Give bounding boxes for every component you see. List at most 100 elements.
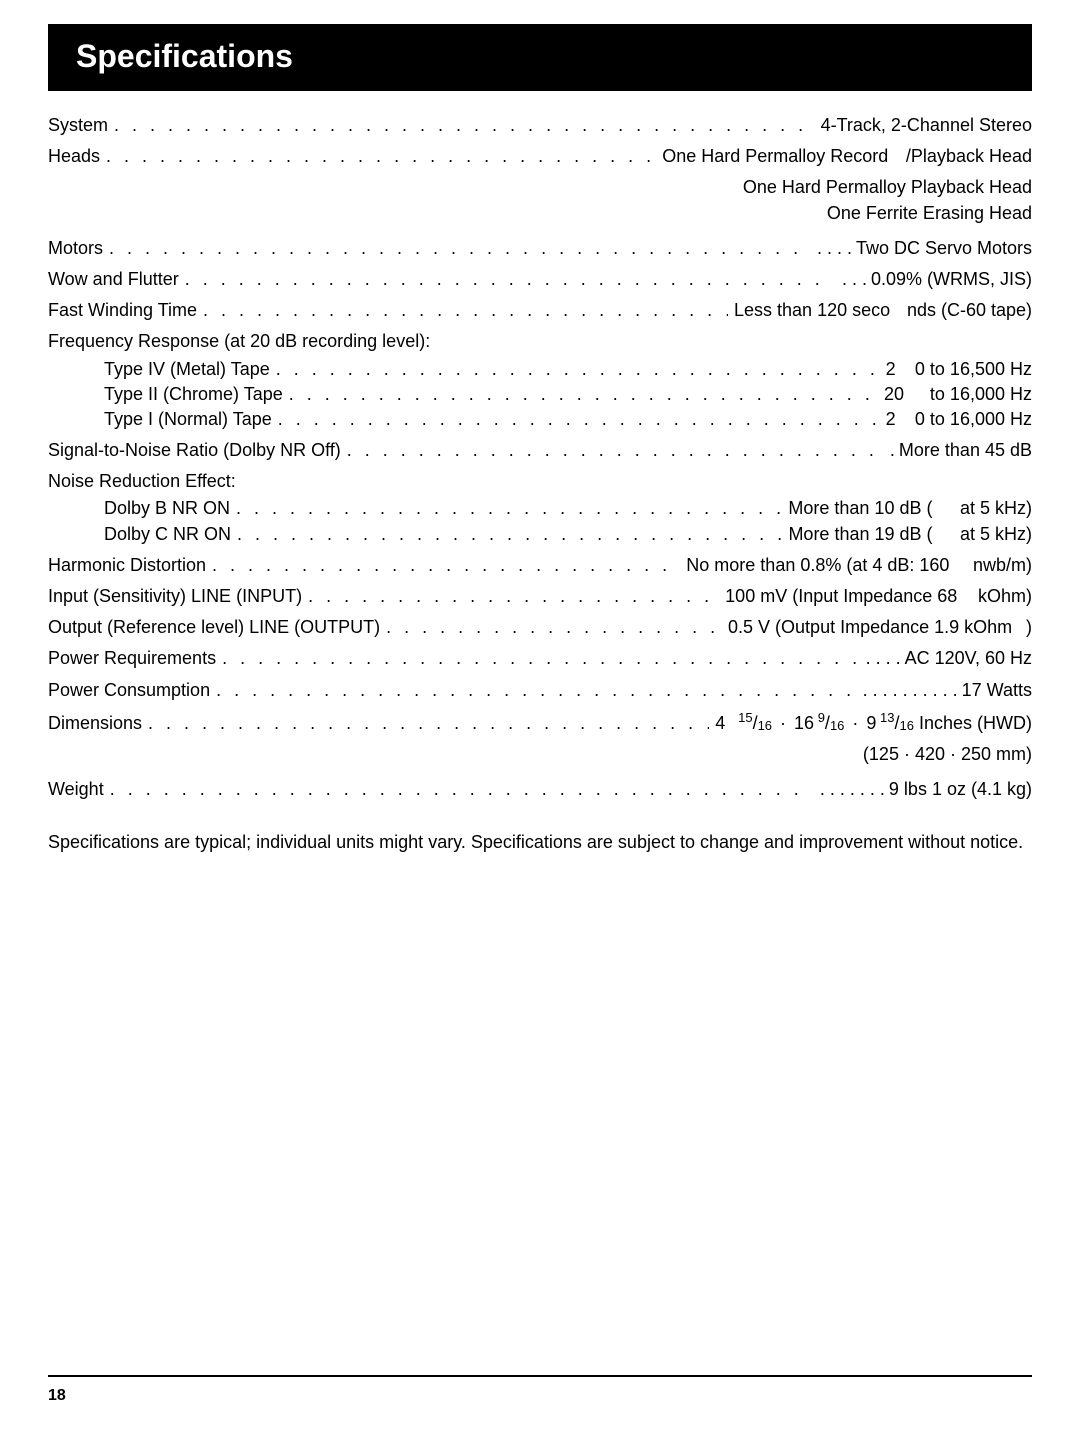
spec-subline: (125 · 420 · 250 mm) bbox=[48, 742, 1032, 767]
spec-value: One Hard Permalloy Record bbox=[662, 144, 888, 169]
spec-label: Heads bbox=[48, 144, 100, 169]
spec-value: AC 120V, 60 Hz bbox=[905, 646, 1032, 671]
spec-row-dimensions: Dimensions 4 15/16 · 16 9/16 · 9 13/16 I… bbox=[48, 709, 1032, 736]
spec-value-mid: More than 10 dB ( bbox=[788, 496, 932, 521]
spec-value: kOhm) bbox=[978, 584, 1032, 609]
spec-label: System bbox=[48, 113, 108, 138]
spec-value: to 16,000 Hz bbox=[930, 382, 1032, 407]
spec-subline: One Hard Permalloy Playback Head bbox=[48, 175, 1032, 200]
leader-dots bbox=[278, 407, 880, 432]
footnote: Specifications are typical; individual u… bbox=[48, 830, 1032, 854]
spec-label: Signal-to-Noise Ratio (Dolby NR Off) bbox=[48, 438, 341, 463]
dots-prefix: . bbox=[890, 438, 895, 463]
spec-subline: One Ferrite Erasing Head bbox=[48, 201, 1032, 226]
page: Specifications System 4-Track, 2-Channel… bbox=[0, 0, 1080, 1445]
leader-dots bbox=[386, 615, 722, 640]
spec-value: Two DC Servo Motors bbox=[856, 236, 1032, 261]
dots-prefix: . . . . bbox=[817, 236, 852, 261]
spec-value: /Playback Head bbox=[906, 144, 1032, 169]
title-bar: Specifications bbox=[48, 24, 1032, 91]
spec-label: Power Consumption bbox=[48, 678, 210, 703]
spec-label: Dimensions bbox=[48, 711, 142, 736]
spec-value: nwb/m) bbox=[973, 553, 1032, 578]
leader-dots bbox=[109, 236, 807, 261]
footer-rule bbox=[48, 1375, 1032, 1377]
leader-dots bbox=[276, 357, 880, 382]
dots-prefix: . . . . bbox=[866, 646, 901, 671]
spec-row-fastwind: Fast Winding Time Less than 120 seco nds… bbox=[48, 298, 1032, 323]
spec-value: at 5 kHz) bbox=[960, 496, 1032, 521]
spec-row-power-cons: Power Consumption . . . . . . . . . . 17… bbox=[48, 678, 1032, 703]
dots-prefix: . . . . . . . bbox=[820, 777, 885, 802]
leader-dots bbox=[114, 113, 815, 138]
spec-value-mid: No more than 0.8% (at 4 dB: 160 bbox=[686, 553, 949, 578]
specs-list: System 4-Track, 2-Channel Stereo Heads O… bbox=[48, 113, 1032, 802]
spec-subrow: Type IV (Metal) Tape 2 0 to 16,500 Hz bbox=[48, 357, 1032, 382]
spec-row-snr: Signal-to-Noise Ratio (Dolby NR Off) . M… bbox=[48, 438, 1032, 463]
page-number: 18 bbox=[48, 1387, 1032, 1405]
spec-subrow: Dolby C NR ON More than 19 dB ( at 5 kHz… bbox=[48, 522, 1032, 547]
leader-dots bbox=[347, 438, 880, 463]
spec-value: nds (C-60 tape) bbox=[907, 298, 1032, 323]
spec-subrow: Type I (Normal) Tape 2 0 to 16,000 Hz bbox=[48, 407, 1032, 432]
spec-value: 0 to 16,500 Hz bbox=[915, 357, 1032, 382]
spec-label: Wow and Flutter bbox=[48, 267, 179, 292]
leader-dots bbox=[216, 678, 853, 703]
spec-label: Power Requirements bbox=[48, 646, 216, 671]
spec-row-output: Output (Reference level) LINE (OUTPUT) 0… bbox=[48, 615, 1032, 640]
spec-row-hd: Harmonic Distortion No more than 0.8% (a… bbox=[48, 553, 1032, 578]
spec-value: 0.09% (WRMS, JIS) bbox=[871, 267, 1032, 292]
spec-value: 0 to 16,000 Hz bbox=[915, 407, 1032, 432]
leader-dots bbox=[185, 267, 832, 292]
spec-label: Type IV (Metal) Tape bbox=[104, 357, 270, 382]
spec-value-mid: More than 19 dB ( bbox=[788, 522, 932, 547]
spec-label: Type II (Chrome) Tape bbox=[104, 382, 283, 407]
leader-dots bbox=[237, 522, 782, 547]
spec-value: 17 Watts bbox=[962, 678, 1032, 703]
spec-label: Weight bbox=[48, 777, 104, 802]
spec-row-weight: Weight . . . . . . . 9 lbs 1 oz (4.1 kg) bbox=[48, 777, 1032, 802]
dots-prefix: . . . . . . . . . . bbox=[863, 678, 958, 703]
spec-row-wow: Wow and Flutter . . . 0.09% (WRMS, JIS) bbox=[48, 267, 1032, 292]
spec-label: Dolby B NR ON bbox=[104, 496, 230, 521]
spec-value: at 5 kHz) bbox=[960, 522, 1032, 547]
spec-value-mid: 2 bbox=[886, 357, 896, 382]
spec-row-input: Input (Sensitivity) LINE (INPUT) 100 mV … bbox=[48, 584, 1032, 609]
leader-dots bbox=[212, 553, 680, 578]
spec-value-mid: 2 bbox=[886, 407, 896, 432]
leader-dots bbox=[203, 298, 728, 323]
spec-value-mid: Less than 120 seco bbox=[734, 298, 890, 323]
spec-row-heads: Heads One Hard Permalloy Record /Playbac… bbox=[48, 144, 1032, 169]
leader-dots bbox=[308, 584, 719, 609]
spec-value: 9 lbs 1 oz (4.1 kg) bbox=[889, 777, 1032, 802]
spec-label: Type I (Normal) Tape bbox=[104, 407, 272, 432]
spec-value-mid: 0.5 V (Output Impedance 1.9 kOhm bbox=[728, 615, 1012, 640]
spec-subrow: Dolby B NR ON More than 10 dB ( at 5 kHz… bbox=[48, 496, 1032, 521]
spec-value-dims: 15/16 · 16 9/16 · 9 13/16 Inches (HWD) bbox=[738, 709, 1032, 736]
spec-row-motors: Motors . . . . Two DC Servo Motors bbox=[48, 236, 1032, 261]
spec-group-header: Frequency Response (at 20 dB recording l… bbox=[48, 329, 1032, 354]
leader-dots bbox=[110, 777, 810, 802]
spec-label: Output (Reference level) LINE (OUTPUT) bbox=[48, 615, 380, 640]
spec-value: More than 45 dB bbox=[899, 438, 1032, 463]
spec-value-mid: 20 bbox=[884, 382, 904, 407]
spec-value: 4-Track, 2-Channel Stereo bbox=[821, 113, 1032, 138]
spec-row-power-req: Power Requirements . . . . AC 120V, 60 H… bbox=[48, 646, 1032, 671]
spec-subrow: Type II (Chrome) Tape 20 to 16,000 Hz bbox=[48, 382, 1032, 407]
spec-label: Harmonic Distortion bbox=[48, 553, 206, 578]
spec-row-system: System 4-Track, 2-Channel Stereo bbox=[48, 113, 1032, 138]
spec-label: Dolby C NR ON bbox=[104, 522, 231, 547]
leader-dots bbox=[236, 496, 782, 521]
spec-value-mid: 4 bbox=[715, 711, 725, 736]
spec-group-header: Noise Reduction Effect: bbox=[48, 469, 1032, 494]
spec-label: Fast Winding Time bbox=[48, 298, 197, 323]
spec-label: Input (Sensitivity) LINE (INPUT) bbox=[48, 584, 302, 609]
dots-prefix: . . . bbox=[842, 267, 867, 292]
leader-dots bbox=[148, 711, 709, 736]
leader-dots bbox=[222, 646, 855, 671]
spec-label: Motors bbox=[48, 236, 103, 261]
page-title: Specifications bbox=[76, 38, 1004, 75]
leader-dots bbox=[289, 382, 878, 407]
spec-value-mid: 100 mV (Input Impedance 68 bbox=[725, 584, 957, 609]
leader-dots bbox=[106, 144, 656, 169]
